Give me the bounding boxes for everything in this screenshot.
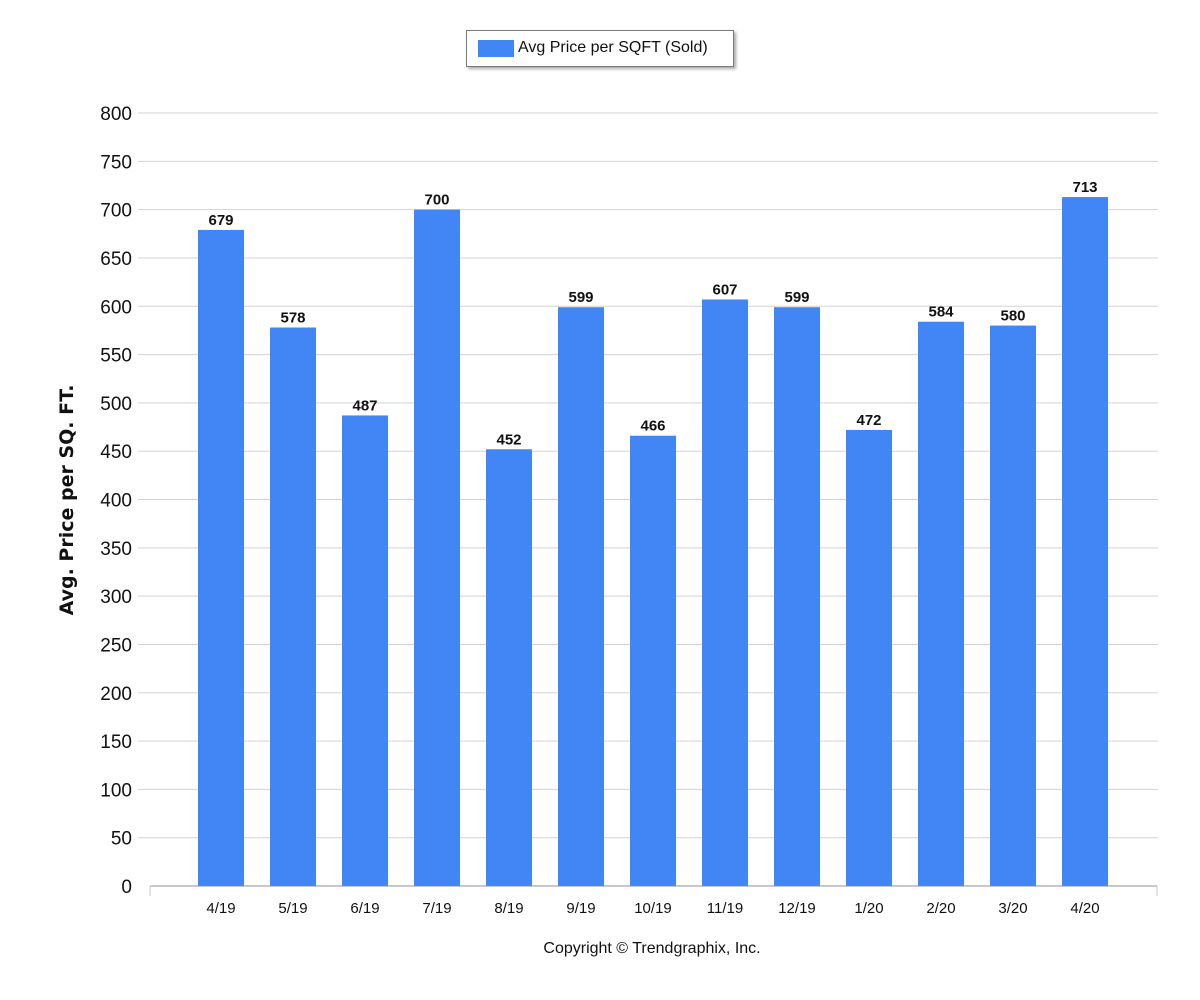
bar <box>414 209 460 886</box>
bar <box>918 321 964 887</box>
x-tick-label: 5/19 <box>278 900 307 917</box>
x-tick-label: 2/20 <box>926 900 955 917</box>
y-tick-label: 800 <box>100 104 132 125</box>
y-tick-label: 300 <box>100 587 132 608</box>
x-tick-label: 6/19 <box>350 900 379 917</box>
x-tick-label: 10/19 <box>634 900 672 917</box>
y-tick-label: 700 <box>100 201 132 222</box>
x-tick-label: 3/20 <box>998 900 1027 917</box>
legend: Avg Price per SQFT (Sold) <box>466 30 734 67</box>
bar <box>558 307 604 886</box>
x-tick-label: 11/19 <box>707 900 743 917</box>
legend-label: Avg Price per SQFT (Sold) <box>518 39 708 56</box>
data-label: 452 <box>496 431 521 448</box>
y-tick-label: 450 <box>100 442 132 463</box>
y-tick-label: 600 <box>100 297 132 318</box>
y-tick-label: 200 <box>100 684 132 705</box>
bar <box>198 229 244 886</box>
bar <box>630 435 676 886</box>
y-tick-label: 500 <box>100 394 132 415</box>
x-tick-label: 4/19 <box>206 900 235 917</box>
copyright-text: Copyright © Trendgraphix, Inc. <box>543 940 761 957</box>
data-label: 607 <box>712 281 737 298</box>
y-tick-label: 0 <box>121 877 132 898</box>
data-label: 578 <box>280 310 305 327</box>
bar <box>486 449 532 886</box>
y-tick-label: 50 <box>111 829 132 850</box>
x-tick-label: 9/19 <box>566 900 595 917</box>
data-label: 466 <box>640 418 665 435</box>
bar <box>270 327 316 886</box>
y-tick-label: 100 <box>100 780 132 801</box>
x-tick-label: 1/20 <box>854 900 883 917</box>
y-tick-label: 350 <box>100 539 132 560</box>
y-tick-label: 750 <box>100 152 132 173</box>
bar <box>774 307 820 886</box>
data-label: 599 <box>568 289 593 306</box>
y-tick-label: 400 <box>100 491 132 512</box>
bar <box>1062 197 1108 887</box>
y-tick-label: 150 <box>100 732 132 753</box>
bar <box>846 429 892 886</box>
x-tick-label: 12/19 <box>778 900 816 917</box>
y-tick-label: 250 <box>100 635 132 656</box>
data-label: 679 <box>208 212 233 229</box>
bar <box>702 299 748 887</box>
data-label: 580 <box>1000 308 1025 325</box>
data-label: 713 <box>1072 179 1097 196</box>
legend-swatch <box>478 40 514 57</box>
y-tick-label: 650 <box>100 249 132 270</box>
x-tick-label: 4/20 <box>1070 900 1099 917</box>
data-label: 700 <box>424 192 449 209</box>
data-label: 487 <box>352 397 377 414</box>
y-tick-label: 550 <box>100 346 132 367</box>
x-tick-label: 7/19 <box>422 900 451 917</box>
bar <box>990 325 1036 886</box>
data-label: 599 <box>784 289 809 306</box>
data-label: 472 <box>856 412 881 429</box>
bar <box>342 415 388 886</box>
x-tick-label: 8/19 <box>494 900 523 917</box>
data-label: 584 <box>928 304 954 321</box>
